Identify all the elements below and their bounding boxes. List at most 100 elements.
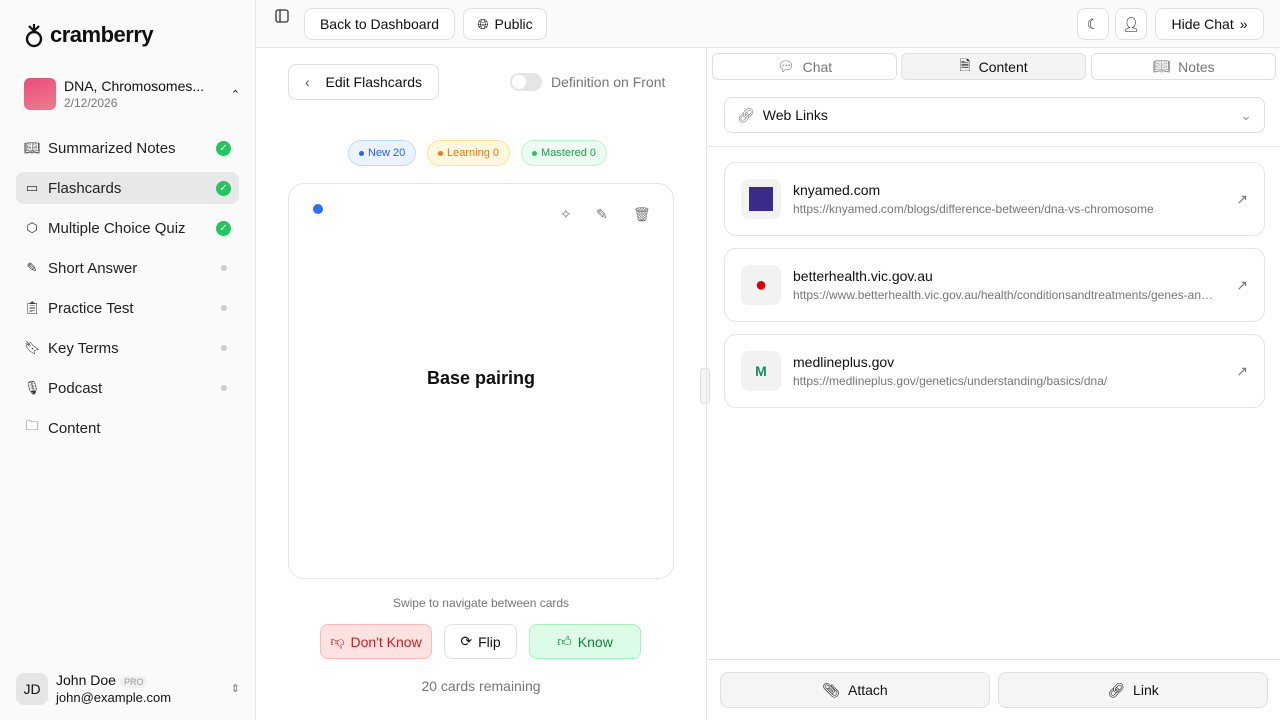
sparkles-icon[interactable]: ✧	[560, 206, 572, 222]
status-dot	[313, 204, 323, 214]
check-icon: ✓	[216, 220, 231, 236]
moon-icon: ☾	[1086, 15, 1100, 32]
pending-dot	[221, 265, 227, 271]
tab-notes[interactable]: 📖︎ Notes	[1091, 53, 1276, 80]
link-url: https://medlineplus.gov/genetics/underst…	[793, 374, 1108, 388]
project-switcher[interactable]: DNA, Chromosomes... 2/12/2026 ⌃	[24, 78, 240, 110]
external-link-icon[interactable]: ↗	[1236, 276, 1248, 293]
definition-on-front-toggle[interactable]	[510, 73, 542, 91]
check-icon: ✓	[216, 140, 231, 156]
account-button[interactable]: 👤︎	[1115, 8, 1147, 40]
public-button[interactable]: 🌐︎ Public	[463, 8, 547, 40]
favicon: ●	[741, 265, 781, 305]
bottom-bar: 📎︎ Attach 🔗︎ Link	[707, 659, 1280, 720]
resize-handle[interactable]	[700, 368, 710, 404]
dont-know-button[interactable]: 👎︎ Don't Know	[320, 624, 432, 659]
edit-label: Edit Flashcards	[325, 74, 423, 90]
sidebar-item-label: Practice Test	[48, 299, 134, 317]
user-name: John Doe	[56, 672, 116, 688]
mic-icon: 🎙︎	[24, 380, 41, 395]
user-menu[interactable]: JD John Doe PRO john@example.com ⇕	[16, 672, 240, 705]
trash-icon[interactable]: 🗑︎	[633, 206, 651, 222]
clipboard-icon: 📋︎	[24, 300, 41, 315]
external-link-icon[interactable]: ↗	[1236, 190, 1248, 207]
thumbs-up-icon: 👍︎	[557, 633, 572, 649]
card-text: Base pairing	[426, 368, 536, 388]
chat-icon: 💬︎	[776, 58, 795, 74]
check-icon: ✓	[216, 180, 231, 196]
pro-badge: PRO	[119, 676, 148, 688]
select-value: Web Links	[762, 107, 828, 123]
link-button[interactable]: 🔗︎ Link	[998, 672, 1268, 708]
sidebar-nav: 📖︎ Summarized Notes ✓ ▭ Flashcards ✓ ⬡ Multiple…	[16, 132, 239, 452]
public-label: Public	[494, 16, 533, 32]
pencil-icon[interactable]: ✎	[596, 206, 608, 222]
file-icon: 🗎	[959, 56, 971, 73]
pencil-icon: ✎	[26, 260, 38, 275]
app-name: cramberry	[50, 22, 154, 47]
flip-button[interactable]: ⟳ Flip	[444, 624, 517, 659]
favicon	[741, 179, 781, 219]
chevron-down-icon: ⌄	[1240, 106, 1252, 123]
user-email: john@example.com	[56, 690, 172, 705]
sidebar-item-content[interactable]: 🗀 Content	[16, 412, 239, 444]
external-link-icon[interactable]: ↗	[1236, 362, 1248, 379]
refresh-icon: ⟳	[460, 633, 473, 649]
new-badge: New 20	[348, 140, 417, 166]
project-title: DNA, Chromosomes...	[64, 78, 205, 94]
chevron-left-icon: ‹	[304, 74, 310, 90]
sidebar-item-key-terms[interactable]: 🔖︎ Key Terms	[16, 332, 239, 364]
project-thumbnail	[24, 78, 56, 110]
tab-chat[interactable]: 💬︎ Chat	[712, 53, 897, 80]
web-link-item[interactable]: knyamed.com https://knyamed.com/blogs/dif…	[724, 162, 1265, 236]
edit-flashcards-button[interactable]: ‹ Edit Flashcards	[288, 64, 439, 100]
sidebar-item-podcast[interactable]: 🎙︎ Podcast	[16, 372, 239, 404]
project-date: 2/12/2026	[64, 96, 118, 110]
sidebar: cramberry DNA, Chromosomes... 2/12/2026 ⌃…	[0, 0, 256, 720]
link-icon: 🔗︎	[737, 106, 755, 123]
thumbs-down-icon: 👎︎	[330, 633, 345, 649]
flashcard-panel: ‹ Edit Flashcards Definition on Front Ne…	[256, 48, 710, 720]
chevron-updown-icon: ⇕	[230, 683, 240, 695]
back-label: Back to Dashboard	[319, 16, 440, 32]
user-icon: 👤︎	[1122, 15, 1140, 32]
hide-chat-button[interactable]: Hide Chat »	[1155, 8, 1264, 40]
logo[interactable]: cramberry	[24, 22, 154, 48]
folder-icon: 🗀	[25, 418, 39, 433]
sidebar-item-summarized-notes[interactable]: 📖︎ Summarized Notes ✓	[16, 132, 239, 164]
toggle-label: Definition on Front	[551, 74, 666, 90]
web-link-item[interactable]: ● betterhealth.vic.gov.au https://www.bett…	[724, 248, 1265, 322]
cranberry-icon	[25, 24, 43, 48]
swipe-hint: Swipe to navigate between cards	[392, 596, 570, 610]
link-domain: knyamed.com	[793, 182, 881, 198]
tab-content[interactable]: 🗎 Content	[901, 53, 1086, 80]
globe-icon: 🌐︎	[477, 15, 489, 32]
pending-dot	[221, 345, 227, 351]
bookmark-icon: 🔖︎	[24, 340, 41, 355]
theme-toggle-button[interactable]: ☾	[1077, 8, 1109, 40]
sidebar-item-flashcards[interactable]: ▭ Flashcards ✓	[16, 172, 239, 204]
chevrons-right-icon: »	[1239, 16, 1248, 32]
link-domain: betterhealth.vic.gov.au	[793, 268, 933, 284]
link-url: https://www.betterhealth.vic.gov.au/heal…	[793, 288, 1218, 302]
know-button[interactable]: 👍︎ Know	[529, 624, 641, 659]
chevron-updown-icon: ⌃	[230, 88, 240, 101]
sidebar-toggle-button[interactable]	[270, 0, 294, 32]
back-to-dashboard-button[interactable]: Back to Dashboard	[304, 8, 455, 40]
link-url: https://knyamed.com/blogs/difference-bet…	[793, 202, 1154, 216]
content-panel: 💬︎ Chat 🗎 Content 📖︎ Notes 🔗︎ Web Links ⌄ kny…	[706, 48, 1280, 720]
cube-icon: ⬡	[26, 220, 38, 235]
content-type-select[interactable]: 🔗︎ Web Links ⌄	[724, 97, 1265, 133]
sidebar-item-label: Key Terms	[48, 339, 119, 357]
sidebar-item-short-answer[interactable]: ✎ Short Answer	[16, 252, 239, 284]
sidebar-item-practice-test[interactable]: 📋︎ Practice Test	[16, 292, 239, 324]
sidebar-item-multiple-choice-quiz[interactable]: ⬡ Multiple Choice Quiz ✓	[16, 212, 239, 244]
mastered-badge: Mastered 0	[521, 140, 608, 166]
cards-remaining: 20 cards remaining	[421, 678, 541, 694]
sidebar-icon	[275, 9, 289, 23]
flashcard[interactable]: ✧ ✎ 🗑︎ Base pairing	[288, 183, 674, 579]
attach-button[interactable]: 📎︎ Attach	[720, 672, 990, 708]
sidebar-item-label: Content	[48, 419, 101, 437]
learning-badge: Learning 0	[427, 140, 510, 166]
